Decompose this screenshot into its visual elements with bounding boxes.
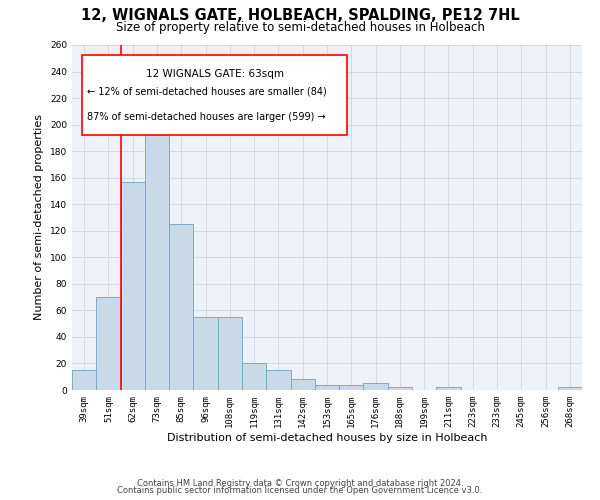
Bar	[315, 384, 339, 390]
Bar	[242, 364, 266, 390]
Bar	[339, 384, 364, 390]
Text: Contains public sector information licensed under the Open Government Licence v3: Contains public sector information licen…	[118, 486, 482, 495]
Text: 12 WIGNALS GATE: 63sqm: 12 WIGNALS GATE: 63sqm	[146, 69, 284, 79]
Bar	[145, 100, 169, 390]
Bar	[266, 370, 290, 390]
Bar	[96, 297, 121, 390]
Bar	[388, 388, 412, 390]
FancyBboxPatch shape	[82, 56, 347, 134]
Bar	[169, 224, 193, 390]
Bar	[436, 388, 461, 390]
Bar	[72, 370, 96, 390]
Text: Size of property relative to semi-detached houses in Holbeach: Size of property relative to semi-detach…	[116, 21, 484, 34]
Text: 87% of semi-detached houses are larger (599) →: 87% of semi-detached houses are larger (…	[88, 112, 326, 122]
Bar	[364, 384, 388, 390]
Bar	[193, 317, 218, 390]
X-axis label: Distribution of semi-detached houses by size in Holbeach: Distribution of semi-detached houses by …	[167, 432, 487, 442]
Bar	[121, 182, 145, 390]
Text: 12, WIGNALS GATE, HOLBEACH, SPALDING, PE12 7HL: 12, WIGNALS GATE, HOLBEACH, SPALDING, PE…	[80, 8, 520, 22]
Text: ← 12% of semi-detached houses are smaller (84): ← 12% of semi-detached houses are smalle…	[88, 86, 327, 96]
Bar	[558, 388, 582, 390]
Bar	[218, 317, 242, 390]
Text: Contains HM Land Registry data © Crown copyright and database right 2024.: Contains HM Land Registry data © Crown c…	[137, 478, 463, 488]
Y-axis label: Number of semi-detached properties: Number of semi-detached properties	[34, 114, 44, 320]
Bar	[290, 380, 315, 390]
